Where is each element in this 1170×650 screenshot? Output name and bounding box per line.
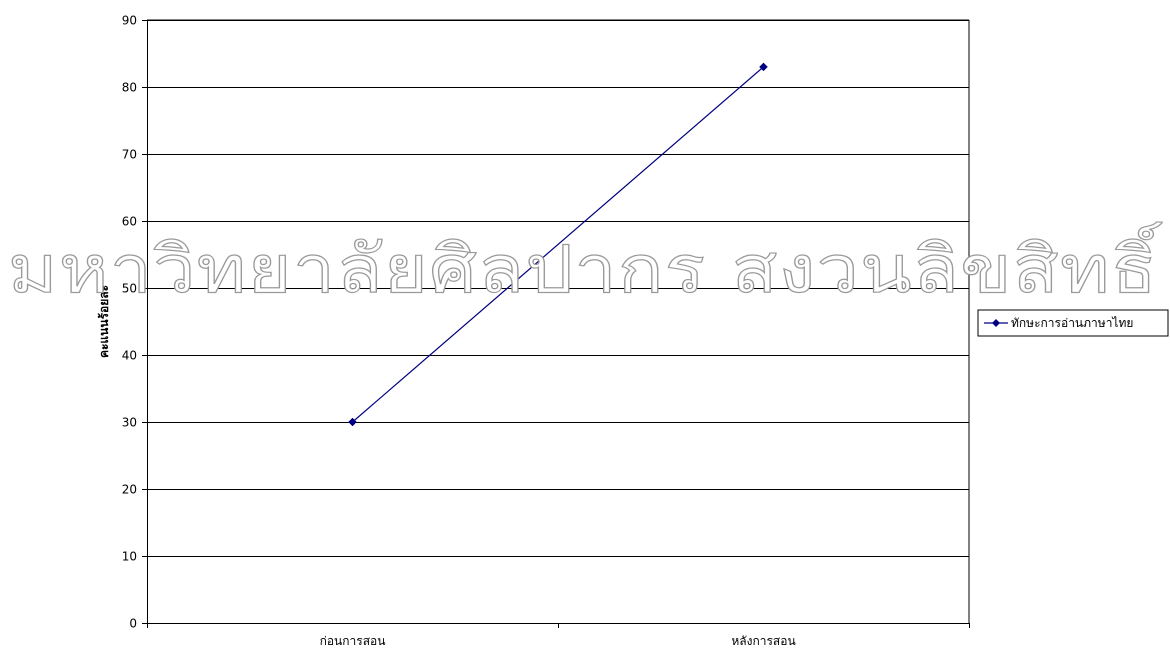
y-axis-title: คะแนนร้อยละ [97, 285, 111, 358]
axes [147, 19, 970, 624]
y-tick-label: 80 [122, 81, 137, 95]
x-axis-ticks: ก่อนการสอน หลังการสอน [147, 623, 970, 648]
series-layer [348, 62, 768, 427]
y-tick-label: 70 [122, 148, 137, 162]
y-tick-label: 30 [122, 416, 137, 430]
x-tick-label: ก่อนการสอน [320, 634, 386, 648]
x-tick-label: หลังการสอน [731, 634, 795, 648]
y-tick-label: 0 [129, 617, 137, 631]
legend: ทักษะการอ่านภาษาไทย [977, 309, 1169, 337]
y-tick-label: 40 [122, 349, 137, 363]
data-point [348, 417, 357, 427]
data-point [759, 62, 768, 72]
y-axis-ticks: 0 10 20 30 40 50 60 70 80 90 [122, 14, 147, 631]
y-tick-label: 90 [122, 14, 137, 28]
legend-box [977, 309, 1169, 337]
legend-entry-label: ทักษะการอ่านภาษาไทย [1011, 316, 1133, 330]
series-line [352, 66, 764, 423]
y-tick-label: 10 [122, 550, 137, 564]
y-tick-label: 60 [122, 215, 137, 229]
watermark: มหาวิทยาลัยศิลปากร สงวนลิขสิทธิ์ [7, 221, 1162, 308]
y-tick-label: 50 [122, 282, 137, 296]
legend-marker-swatch [992, 319, 1000, 327]
y-tick-label: 20 [122, 483, 137, 497]
watermark-text: มหาวิทยาลัยศิลปากร สงวนลิขสิทธิ์ [8, 222, 1162, 308]
